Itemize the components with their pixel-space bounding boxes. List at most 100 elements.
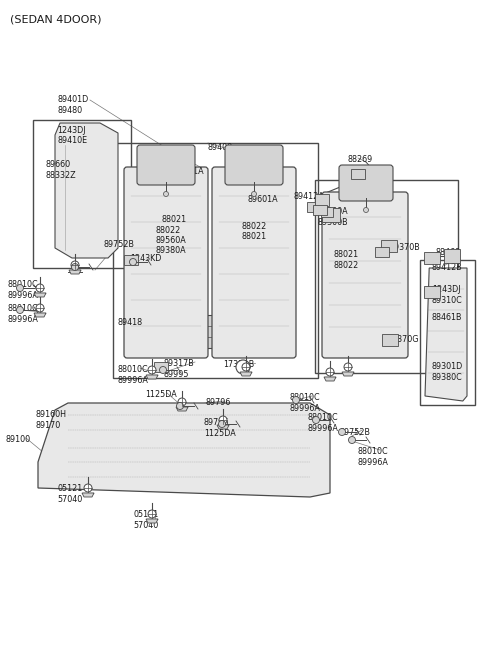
Text: 89400: 89400 [208,143,233,152]
Circle shape [326,368,334,376]
Circle shape [177,403,183,409]
Polygon shape [172,315,218,348]
FancyBboxPatch shape [212,167,296,358]
Text: 1125DA: 1125DA [145,390,177,399]
Text: 89601A: 89601A [247,195,277,204]
FancyBboxPatch shape [225,145,283,185]
Circle shape [159,367,167,373]
Polygon shape [34,293,46,297]
Polygon shape [424,286,440,298]
Text: 89301D
89380C: 89301D 89380C [432,362,463,382]
Text: 05121
57040: 05121 57040 [57,484,82,504]
Text: 88010C
89996A: 88010C 89996A [118,365,149,385]
Polygon shape [324,377,336,381]
Polygon shape [146,375,158,379]
Polygon shape [82,493,94,497]
Circle shape [178,398,186,406]
Bar [420,260,475,405]
Text: 88021: 88021 [162,215,187,224]
Circle shape [292,396,300,403]
Text: 89796: 89796 [206,398,231,407]
Circle shape [16,306,24,314]
Text: 89418: 89418 [118,318,143,327]
Polygon shape [444,249,460,263]
Text: 89752B: 89752B [340,428,371,437]
Text: 88022: 88022 [242,222,267,231]
Polygon shape [315,194,329,206]
Circle shape [338,428,346,436]
Text: 88461B: 88461B [432,313,463,322]
Text: 89370B: 89370B [390,243,421,252]
Text: 1243KD: 1243KD [130,254,161,263]
Circle shape [218,420,226,428]
Text: 89160H
89170: 89160H 89170 [36,410,67,430]
Text: 89410E: 89410E [57,136,87,145]
Text: 89412B: 89412B [432,263,463,272]
Text: 89380A: 89380A [156,246,187,255]
Bar [315,180,458,373]
Text: 89752B: 89752B [103,240,134,249]
Circle shape [84,484,92,492]
Text: 1243DJ: 1243DJ [57,126,85,135]
Text: 1243DJ
89310C: 1243DJ 89310C [432,285,463,305]
Text: 88010C
89996A: 88010C 89996A [308,413,339,433]
Text: (SEDAN 4DOOR): (SEDAN 4DOOR) [10,15,101,25]
Bar [113,143,318,378]
Text: 89601A: 89601A [360,170,391,179]
Polygon shape [146,519,158,523]
FancyBboxPatch shape [137,145,195,185]
Circle shape [242,363,250,371]
Polygon shape [425,268,467,401]
Text: 88010C
89996A: 88010C 89996A [290,393,321,413]
Polygon shape [154,362,168,372]
Text: 89412A: 89412A [293,192,324,201]
Circle shape [148,510,156,518]
Text: 1735AB: 1735AB [223,360,254,369]
Polygon shape [124,255,138,265]
Polygon shape [342,372,354,376]
Circle shape [130,258,136,266]
Text: 89300A
89300B: 89300A 89300B [318,207,348,227]
Polygon shape [55,123,118,258]
Text: 05121
57040: 05121 57040 [133,510,158,530]
Circle shape [312,417,320,424]
Polygon shape [34,313,46,317]
Polygon shape [313,205,327,215]
Circle shape [71,261,79,269]
Polygon shape [307,202,321,212]
Circle shape [252,192,256,197]
Polygon shape [375,247,389,257]
FancyBboxPatch shape [322,192,408,358]
Circle shape [16,285,24,291]
Text: 89401D
89480: 89401D 89480 [57,95,88,115]
Polygon shape [381,240,397,252]
Polygon shape [321,207,333,217]
FancyBboxPatch shape [339,165,393,201]
Polygon shape [176,407,188,411]
Circle shape [236,360,250,374]
Circle shape [164,192,168,197]
Circle shape [148,366,156,374]
Polygon shape [217,425,229,429]
Polygon shape [424,252,440,264]
Text: 89601A: 89601A [173,167,204,176]
Text: 89560A: 89560A [156,236,187,245]
FancyBboxPatch shape [124,167,208,358]
Text: 88021
88022: 88021 88022 [334,250,359,270]
Text: 88021: 88021 [242,232,267,241]
Circle shape [219,416,227,424]
Text: 89100: 89100 [6,435,31,444]
Polygon shape [38,403,330,497]
Text: 89796
1125DA: 89796 1125DA [204,418,236,438]
Polygon shape [322,208,340,222]
Polygon shape [69,270,81,274]
Circle shape [36,284,44,292]
Text: 88022: 88022 [156,226,181,235]
Circle shape [72,264,79,270]
Text: 88010C
89996A: 88010C 89996A [358,447,389,467]
Text: 88010C
89996A: 88010C 89996A [8,304,39,324]
Text: 88010C
89996A: 88010C 89996A [8,280,39,300]
Bar [33,120,131,268]
Text: 89370G: 89370G [387,335,419,344]
Circle shape [36,304,44,312]
